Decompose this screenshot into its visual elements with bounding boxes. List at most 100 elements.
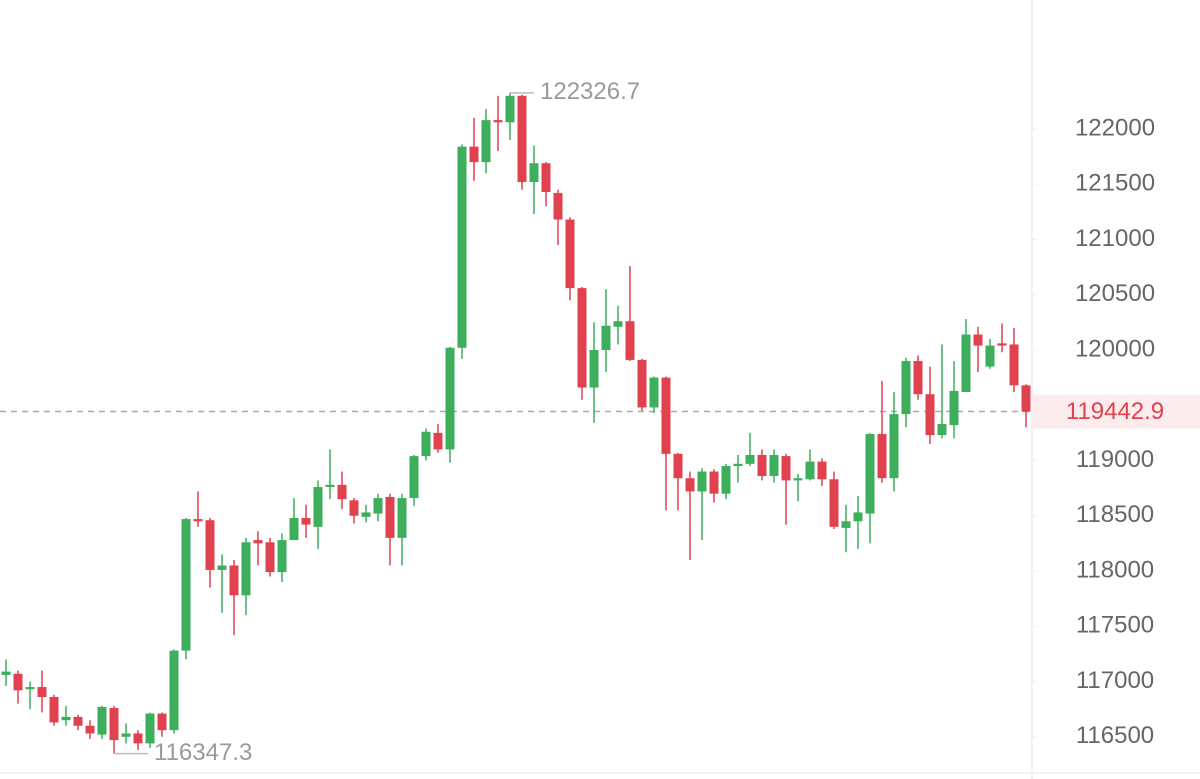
candle-body: [469, 146, 479, 163]
candle-body: [433, 432, 443, 450]
candle-body: [829, 479, 839, 527]
candle-body: [985, 345, 995, 367]
candle-body: [493, 120, 503, 123]
candle-body: [145, 713, 155, 744]
y-tick-label: 116500: [1076, 722, 1154, 749]
candle-body: [409, 456, 419, 499]
candle-body: [229, 565, 239, 596]
candle-body: [253, 540, 263, 544]
candle-body: [1021, 385, 1031, 412]
candle-body: [301, 517, 311, 525]
y-tick-label: 120000: [1075, 335, 1155, 362]
candle-body: [841, 521, 851, 528]
candle-body: [205, 520, 215, 570]
candle-body: [37, 687, 47, 697]
candle-body: [61, 716, 71, 721]
candle-body: [877, 433, 887, 479]
y-tick-label: 118500: [1076, 501, 1154, 528]
candle-body: [313, 487, 323, 527]
last-price-bg: [1033, 394, 1200, 429]
candle-body: [685, 478, 695, 492]
candle-body: [277, 540, 287, 573]
y-tick-label: 122000: [1075, 114, 1155, 141]
candle-body: [85, 725, 95, 734]
candle-body: [757, 454, 767, 476]
candle-body: [649, 377, 659, 408]
candle-body: [25, 687, 35, 690]
candle-body: [157, 713, 167, 731]
candle-body: [505, 95, 515, 123]
y-tick-label: 118000: [1076, 556, 1154, 583]
y-tick-label: 121000: [1075, 225, 1155, 252]
candle-body: [949, 390, 959, 426]
candle-body: [997, 343, 1007, 346]
max-label: 122326.7: [540, 78, 640, 105]
candle-body: [733, 463, 743, 467]
candle-body: [193, 519, 203, 522]
candle-body: [637, 359, 647, 408]
candle-body: [973, 334, 983, 346]
candle-body: [517, 95, 527, 183]
candle-body: [541, 163, 551, 192]
candle-body: [445, 347, 455, 450]
y-tick-label: 120500: [1075, 280, 1155, 307]
candle-body: [745, 454, 755, 464]
candle-body: [1009, 344, 1019, 386]
candle-body: [49, 697, 59, 723]
candle-body: [553, 193, 563, 220]
candle-body: [901, 361, 911, 415]
candle-body: [769, 454, 779, 476]
candle-body: [373, 498, 383, 514]
candle-body: [1, 671, 11, 675]
candle-body: [661, 377, 671, 454]
candle-body: [781, 456, 791, 481]
candle-body: [961, 334, 971, 392]
candle-body: [325, 484, 335, 488]
candle-body: [853, 512, 863, 522]
candle-body: [481, 120, 491, 163]
y-tick-label: 119000: [1076, 446, 1154, 473]
candle-body: [217, 565, 227, 570]
candle-body: [265, 542, 275, 573]
candle-body: [709, 471, 719, 494]
candle-body: [673, 453, 683, 479]
candle-body: [529, 163, 539, 183]
candle-body: [97, 706, 107, 735]
candle-body: [817, 461, 827, 480]
candle-body: [889, 414, 899, 479]
candle-body: [613, 321, 623, 327]
y-tick-label: 117500: [1076, 612, 1154, 639]
candle-body: [349, 500, 359, 516]
candle-body: [73, 716, 83, 726]
candle-body: [793, 478, 803, 481]
y-tick-label: 117000: [1076, 667, 1154, 694]
candle-body: [589, 349, 599, 388]
min-label: 116347.3: [154, 739, 252, 766]
candle-body: [805, 461, 815, 480]
candle-body: [385, 496, 395, 538]
candle-body: [565, 219, 575, 289]
candle-body: [133, 733, 143, 744]
candle-body: [457, 146, 467, 348]
y-tick-label: 121500: [1075, 170, 1155, 197]
candle-body: [937, 424, 947, 436]
candle-body: [397, 498, 407, 538]
candle-body: [721, 466, 731, 494]
candle-body: [13, 673, 23, 691]
candle-body: [601, 325, 611, 350]
candle-body: [361, 512, 371, 517]
candle-body: [625, 321, 635, 360]
candle-body: [913, 361, 923, 395]
candle-body: [241, 542, 251, 596]
candle-body: [697, 471, 707, 492]
last-price-label: 119442.9: [1066, 398, 1164, 425]
candle-body: [109, 708, 119, 741]
candle-body: [577, 288, 587, 388]
candle-body: [925, 394, 935, 436]
candle-body: [865, 433, 875, 514]
candle-body: [121, 733, 131, 737]
candle-body: [289, 517, 299, 541]
candle-body: [181, 519, 191, 651]
